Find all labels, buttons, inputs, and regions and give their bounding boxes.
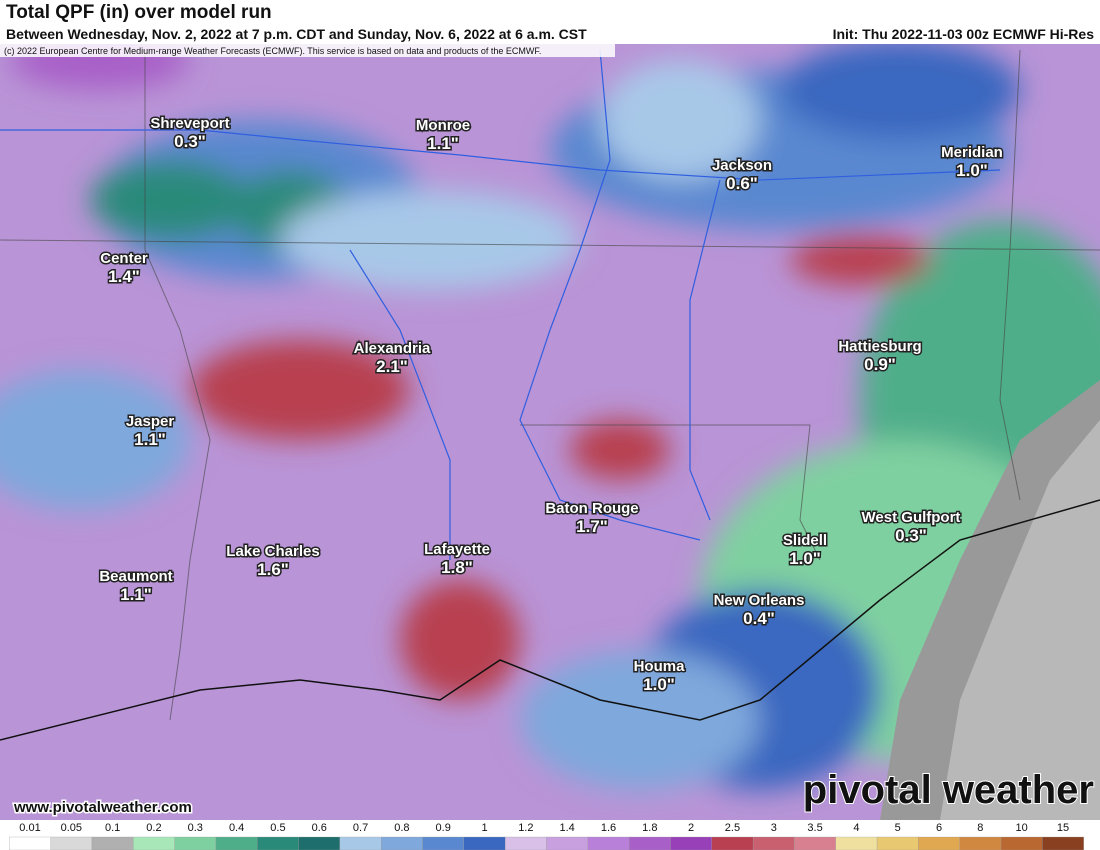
city-value: 1.1" xyxy=(134,430,166,449)
city-value: 0.9" xyxy=(864,355,896,374)
colorbar-label: 0.5 xyxy=(270,822,285,834)
colorbar-swatch xyxy=(339,836,382,850)
colorbar-swatch xyxy=(752,836,795,850)
colorbar: 0.01 0.05 0.1 0.2 0.3 0.4 0.5 0.6 0.7 0.8 0.9 1 1.2 1… xyxy=(9,822,1084,850)
colorbar-swatch xyxy=(711,836,754,850)
city-value: 1.0" xyxy=(643,675,675,694)
city-name: Baton Rouge xyxy=(545,500,638,517)
city-name: Lafayette xyxy=(424,541,490,558)
colorbar-label: 0.9 xyxy=(436,822,451,834)
city-value: 0.3" xyxy=(174,132,206,151)
city-value: 1.0" xyxy=(789,549,821,568)
colorbar-swatch xyxy=(133,836,175,850)
city-name: Beaumont xyxy=(99,568,172,585)
city-name: Meridian xyxy=(941,144,1003,161)
colorbar-label: 15 xyxy=(1057,822,1069,834)
colorbar-swatch xyxy=(835,836,878,850)
colorbar-label: 0.8 xyxy=(394,822,409,834)
city-value: 0.3" xyxy=(895,526,927,545)
colorbar-swatch xyxy=(1000,836,1043,850)
city-value: 1.6" xyxy=(257,560,289,579)
copyright-band xyxy=(0,44,615,57)
init-time: Init: Thu 2022-11-03 00z ECMWF Hi-Res xyxy=(833,26,1095,42)
city-value: 1.8" xyxy=(441,558,473,577)
colorbar-swatch xyxy=(422,836,465,850)
city-name: West Gulfport xyxy=(862,509,961,526)
colorbar-label: 8 xyxy=(977,822,983,834)
city-value: 1.1" xyxy=(120,585,152,604)
city-labels: Shreveport0.3"Monroe1.1"Jackson0.6"Merid… xyxy=(98,114,1005,696)
colorbar-label: 2.5 xyxy=(725,822,740,834)
city-value: 1.7" xyxy=(576,517,608,536)
colorbar-label: 0.4 xyxy=(229,822,244,834)
colorbar-swatch xyxy=(505,836,547,850)
colorbar-swatch xyxy=(174,836,217,850)
colorbar-label: 6 xyxy=(936,822,942,834)
colorbar-label: 2 xyxy=(688,822,694,834)
city-value: 1.1" xyxy=(427,134,459,153)
city-value: 2.1" xyxy=(376,357,408,376)
colorbar-label: 3 xyxy=(771,822,777,834)
colorbar-label: 0.2 xyxy=(146,822,161,834)
colorbar-swatch xyxy=(959,836,1002,850)
city-name: Lake Charles xyxy=(226,543,319,560)
city-value: 1.0" xyxy=(956,161,988,180)
city-name: Shreveport xyxy=(150,115,229,132)
colorbar-swatch xyxy=(9,836,51,850)
colorbar-label: 4 xyxy=(853,822,859,834)
colorbar-label: 1.8 xyxy=(642,822,657,834)
city-name: Alexandria xyxy=(354,340,431,357)
colorbar-swatch xyxy=(876,836,919,850)
colorbar-label: 0.3 xyxy=(188,822,203,834)
colorbar-label: 1.2 xyxy=(518,822,533,834)
colorbar-label: 5 xyxy=(895,822,901,834)
colorbar-swatch xyxy=(628,836,671,850)
header-band xyxy=(0,0,1100,44)
city-name: Center xyxy=(100,250,148,267)
colorbar-label: 1.6 xyxy=(601,822,616,834)
city-value: 1.4" xyxy=(108,267,140,286)
colorbar-label: 0.01 xyxy=(19,822,40,834)
colorbar-swatch xyxy=(257,836,299,850)
colorbar-label: 1 xyxy=(481,822,487,834)
city-name: Jasper xyxy=(126,413,175,430)
colorbar-swatch xyxy=(50,836,93,850)
city-name: Monroe xyxy=(416,117,470,134)
colorbar-label: 0.05 xyxy=(61,822,82,834)
colorbar-label: 3.5 xyxy=(807,822,822,834)
map-background xyxy=(0,30,1100,820)
colorbar-label: 1.4 xyxy=(560,822,575,834)
city-value: 0.4" xyxy=(743,609,775,628)
city-name: Jackson xyxy=(712,157,772,174)
colorbar-swatch xyxy=(215,836,258,850)
colorbar-label: 0.1 xyxy=(105,822,120,834)
colorbar-swatch xyxy=(587,836,630,850)
title: Total QPF (in) over model run xyxy=(6,2,272,23)
colorbar-label: 0.6 xyxy=(312,822,327,834)
website: www.pivotalweather.com xyxy=(13,799,192,816)
colorbar-swatch xyxy=(546,836,588,850)
colorbar-swatch xyxy=(794,836,836,850)
colorbar-swatch xyxy=(1042,836,1084,850)
city-value: 0.6" xyxy=(726,174,758,193)
colorbar-label: 0.7 xyxy=(353,822,368,834)
colorbar-swatch xyxy=(381,836,423,850)
colorbar-swatch xyxy=(918,836,960,850)
city-name: Houma xyxy=(634,658,685,675)
subtitle: Between Wednesday, Nov. 2, 2022 at 7 p.m… xyxy=(6,26,587,42)
logo: pivotal weather xyxy=(803,768,1094,812)
colorbar-swatch xyxy=(463,836,506,850)
city-name: New Orleans xyxy=(714,592,805,609)
colorbar-swatch xyxy=(298,836,341,850)
colorbar-swatch xyxy=(91,836,134,850)
colorbar-swatch xyxy=(670,836,712,850)
colorbar-label: 10 xyxy=(1016,822,1028,834)
city-name: Slidell xyxy=(783,532,827,549)
city-name: Hattiesburg xyxy=(838,338,921,355)
copyright: (c) 2022 European Centre for Medium-rang… xyxy=(4,46,541,56)
